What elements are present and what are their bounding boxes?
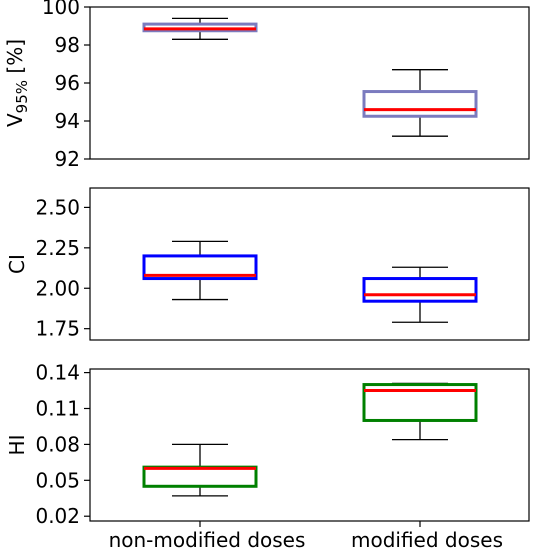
box-modified-doses [362, 382, 478, 441]
y-tick-label: 98 [55, 33, 80, 57]
axes-frame [89, 368, 530, 522]
y-tick-label: 0.14 [35, 361, 80, 385]
y-tick-label: 96 [55, 71, 80, 95]
y-axis-label: HI [5, 435, 29, 456]
panel-3: 0.02 0.05 0.08 0.11 0.14 HI [5, 361, 530, 528]
y-axis-label: CI [5, 254, 29, 274]
y-tick-label: 100 [42, 0, 80, 19]
box-non-modified-doses [142, 17, 258, 40]
axes-frame [89, 6, 530, 160]
y-tick-label: 0.05 [35, 468, 80, 492]
y-tick-label: 2.00 [35, 276, 80, 300]
box-modified-doses [362, 69, 478, 137]
box-iqr [362, 90, 478, 118]
box-iqr [362, 277, 478, 303]
axes-frame [89, 187, 530, 341]
y-tick-label: 0.11 [35, 396, 80, 420]
panel-1: 92 94 96 98 100 V95% [%] [3, 0, 530, 171]
box-iqr [142, 254, 258, 281]
y-tick-label: 2.50 [35, 195, 80, 219]
y-tick-label: 1.75 [35, 317, 80, 341]
x-tick-label: non-modified doses [109, 528, 306, 549]
y-tick-label: 0.02 [35, 504, 80, 528]
box-non-modified-doses [142, 240, 258, 301]
y-tick-label: 0.08 [35, 432, 80, 456]
box-iqr [142, 465, 258, 488]
box-modified-doses [362, 266, 478, 323]
x-tick-label: modified doses [351, 528, 503, 549]
box-non-modified-doses [142, 443, 258, 497]
y-tick-label: 2.25 [35, 236, 80, 260]
y-tick-label: 94 [55, 109, 80, 133]
y-tick-label: 92 [55, 147, 80, 171]
box-iqr [362, 383, 478, 422]
y-axis-label: V95% [%] [3, 39, 31, 127]
panel-2: 1.75 2.00 2.25 2.50 CI [5, 187, 530, 341]
